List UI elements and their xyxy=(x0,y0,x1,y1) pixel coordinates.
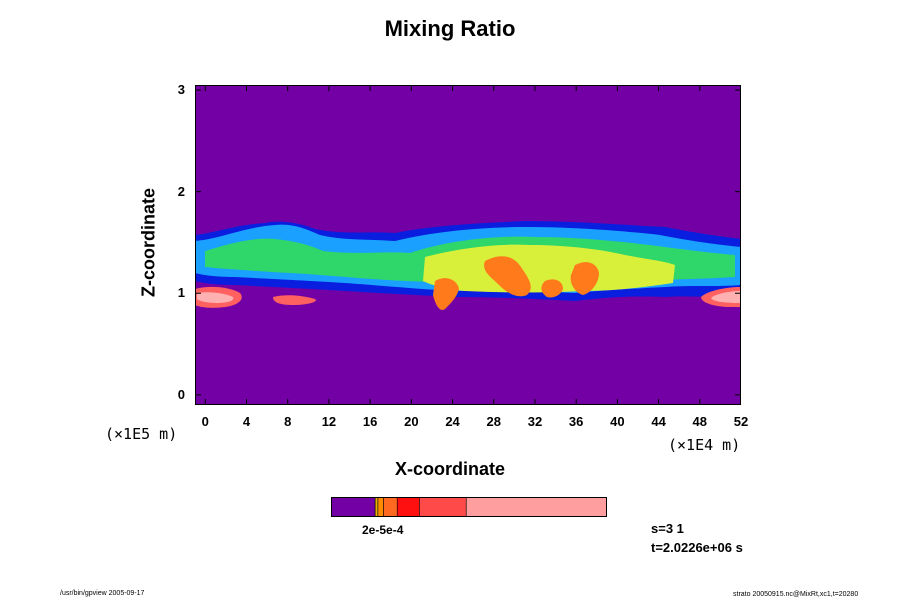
contour-orange-1 xyxy=(484,256,531,297)
colorbar-segment xyxy=(396,497,420,517)
contour-lower-left-core xyxy=(197,292,234,303)
x-tick-label: 32 xyxy=(527,414,543,429)
y-tick-label: 1 xyxy=(177,285,185,301)
s-value-text: s=3 1 xyxy=(651,521,684,536)
colorbar-frame xyxy=(331,497,607,517)
colorbar-segment xyxy=(377,497,384,517)
time-value-text: t=2.0226e+06 s xyxy=(651,540,743,555)
x-tick-label: 28 xyxy=(486,414,501,429)
colorbar-segment xyxy=(383,497,398,517)
colorbar-segment xyxy=(465,497,607,517)
x-axis-label: X-coordinate xyxy=(394,459,505,479)
x-tick-label: 8 xyxy=(284,414,292,429)
contour-orange-2 xyxy=(570,262,599,295)
y-tick-label: 0 xyxy=(177,386,185,402)
x-tick-label: 4 xyxy=(242,414,251,429)
x-axis-unit: (×1E4 m) xyxy=(668,436,741,454)
colorbar xyxy=(331,497,607,517)
x-tick-label: 48 xyxy=(692,414,708,429)
plot-frame xyxy=(195,85,741,405)
footer-left: /usr/bin/gpview 2005-09-17 xyxy=(60,590,145,597)
x-tick-label: 20 xyxy=(404,414,419,429)
footer-right: strato 20050915.nc@MixRt,xc1,t=20280 xyxy=(733,591,859,598)
colorbar-segment xyxy=(374,497,379,517)
x-tick-label: 36 xyxy=(568,414,584,429)
colorbar-label: 2e-5e-4 xyxy=(362,523,404,537)
contour-lower-right-core xyxy=(711,291,741,303)
x-tick-label: 40 xyxy=(610,414,625,429)
contour-lower-middle xyxy=(273,295,316,305)
y-tick-marks xyxy=(195,89,741,396)
x-tick-marks xyxy=(204,85,741,405)
x-tick-label: 52 xyxy=(733,414,749,429)
x-tick-label: 24 xyxy=(445,414,460,429)
y-axis-unit: (×1E5 m) xyxy=(105,425,178,443)
colorbar-segment xyxy=(419,497,467,517)
y-tick-label: 3 xyxy=(177,82,185,98)
contour-yellow xyxy=(423,244,675,293)
x-tick-label: 12 xyxy=(321,414,337,429)
plot-area xyxy=(195,85,741,405)
x-tick-label: 0 xyxy=(201,414,209,429)
y-tick-label: 2 xyxy=(177,183,185,199)
colorbar-segment xyxy=(331,497,376,517)
x-tick-label: 44 xyxy=(651,414,666,429)
x-tick-label: 16 xyxy=(362,414,378,429)
chart-title: Mixing Ratio xyxy=(384,16,516,41)
y-axis-label: Z-coordinate xyxy=(138,188,159,298)
contour-orange-3 xyxy=(433,278,459,310)
contour-orange-4 xyxy=(541,279,563,298)
